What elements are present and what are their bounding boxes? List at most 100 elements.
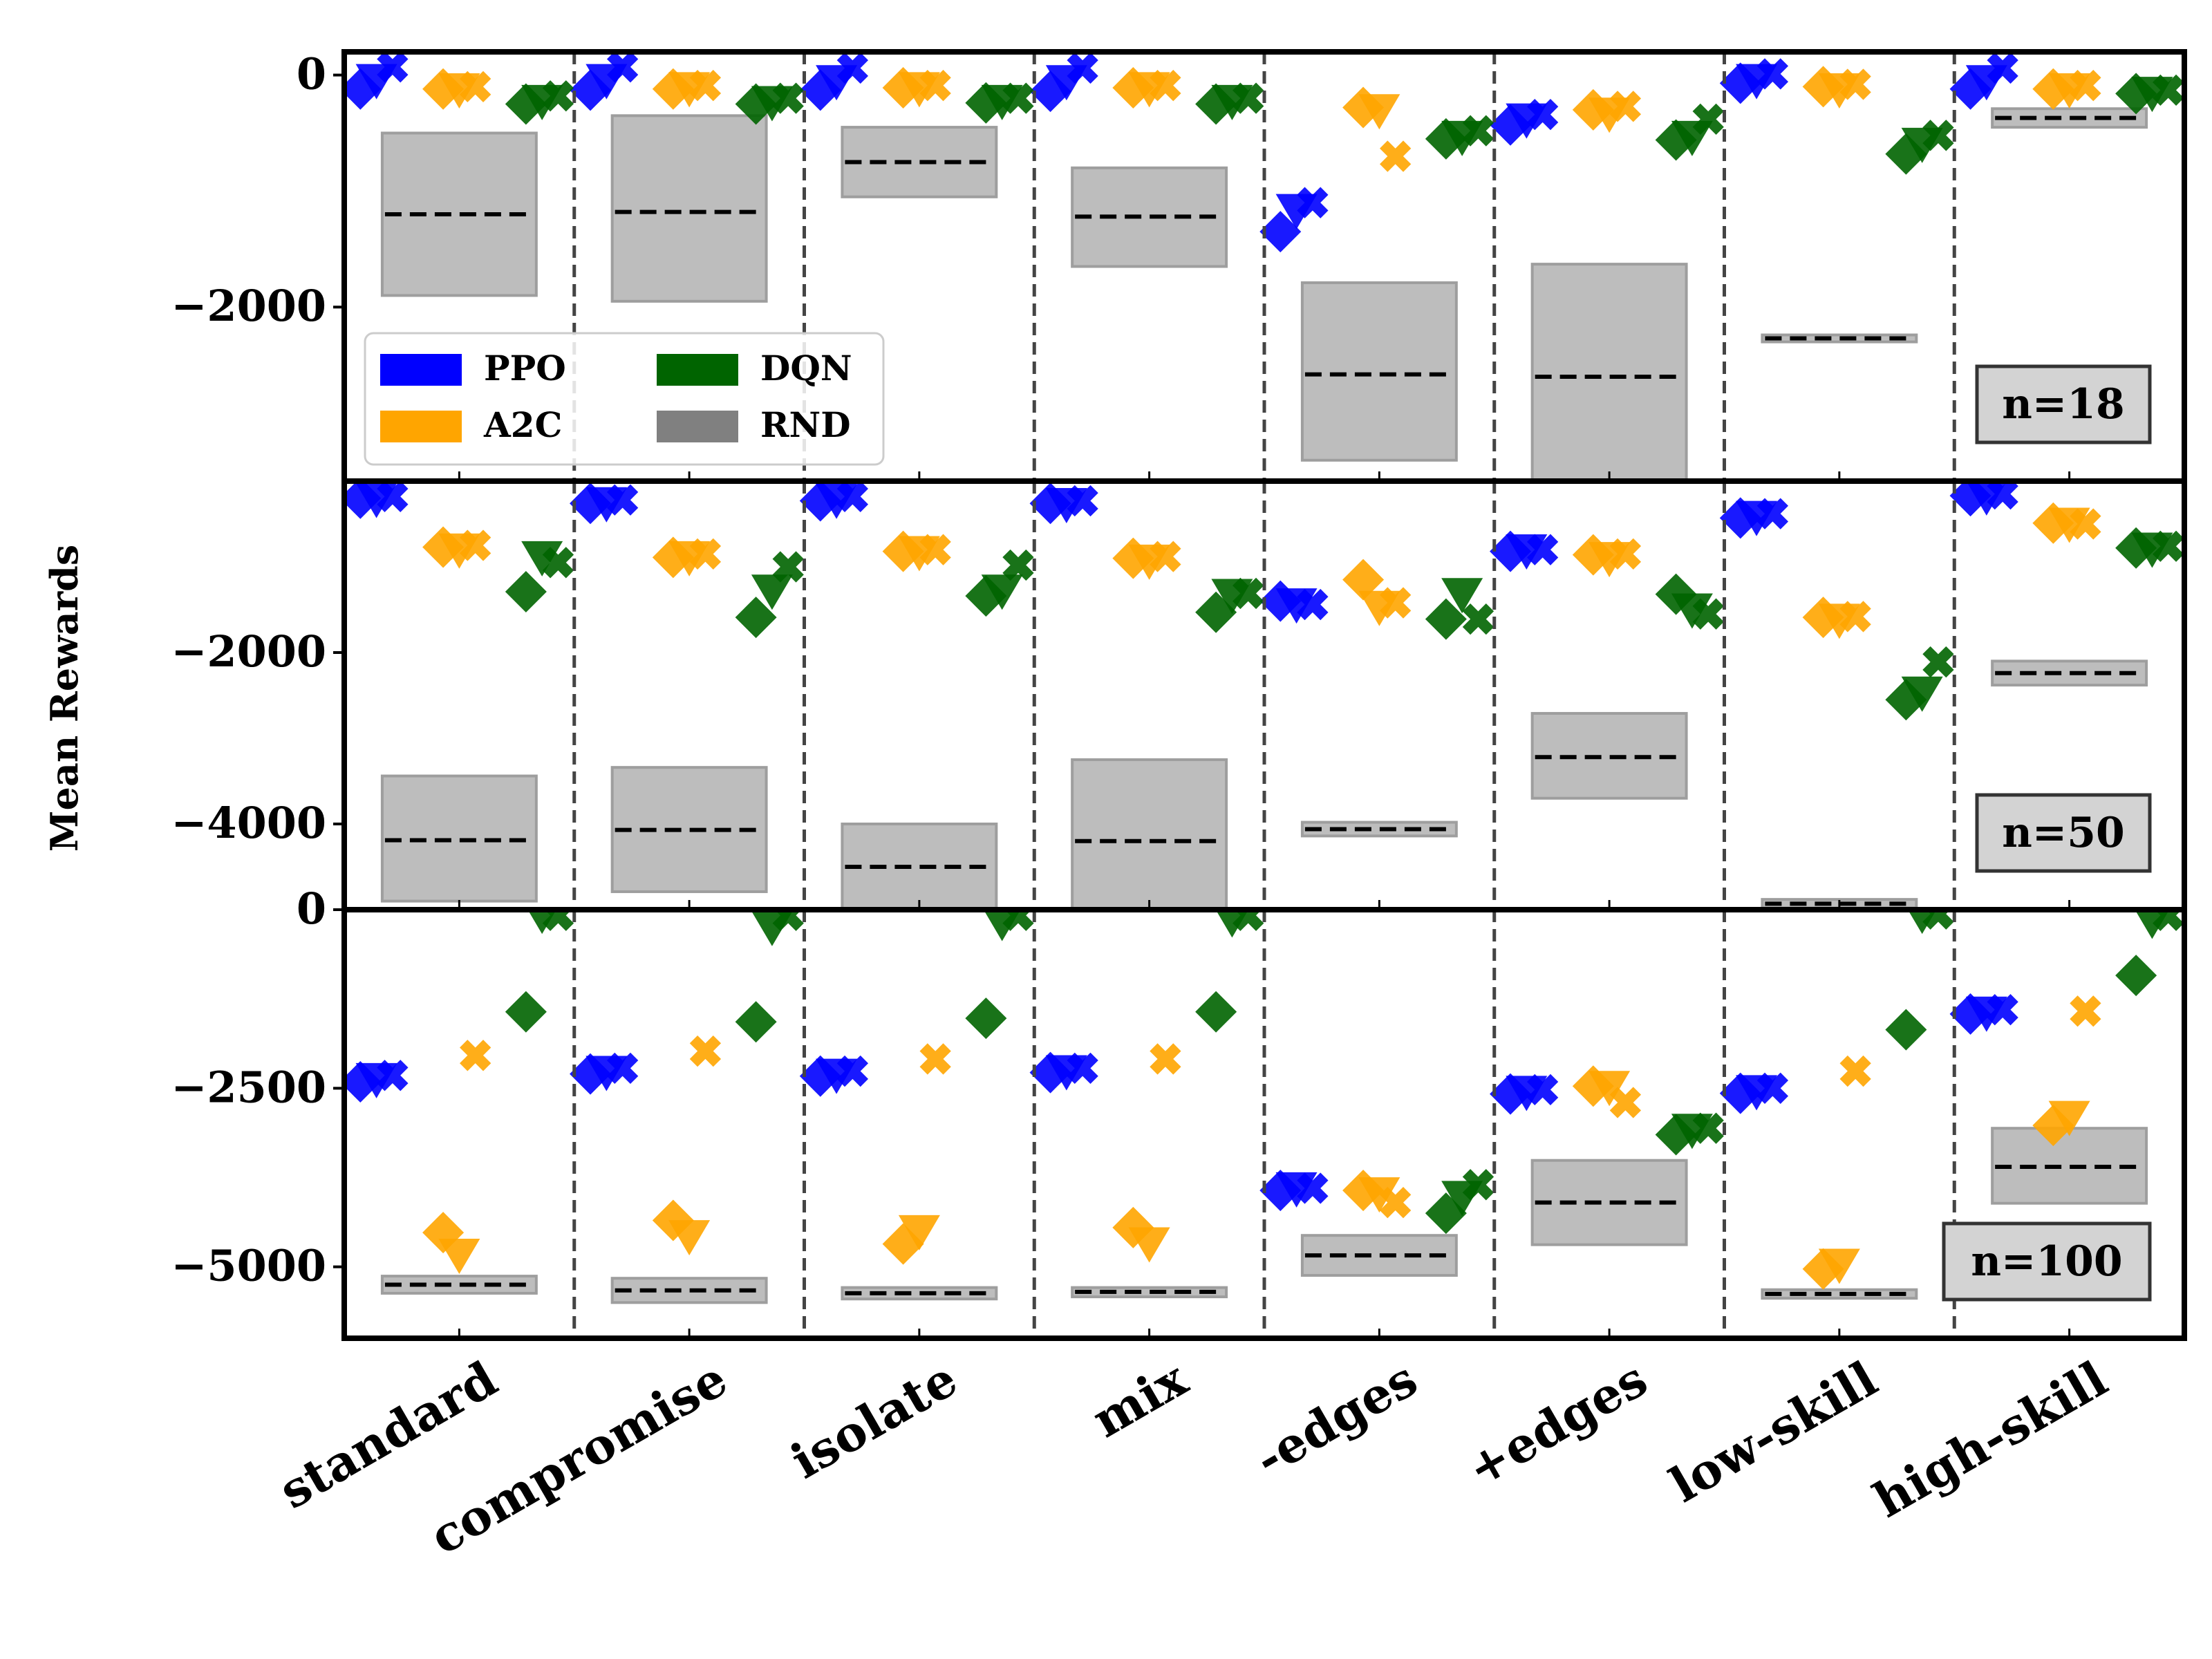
marker-a2c-x-shape	[1839, 1055, 1871, 1087]
marker-a2c-x-shape	[1609, 1087, 1642, 1118]
marker-ppo-x	[836, 52, 869, 84]
marker-ppo-x	[1526, 1074, 1559, 1106]
marker-a2c-x-shape	[919, 534, 951, 565]
marker-ppo-x-shape	[1526, 534, 1559, 565]
marker-ppo-x-shape	[1526, 98, 1559, 131]
marker-a2c-x-shape	[460, 529, 491, 561]
marker-dqn-x	[1692, 103, 1724, 135]
legend-label-dqn: DQN	[760, 348, 852, 388]
rnd-band	[841, 1286, 998, 1301]
marker-ppo-x	[836, 1055, 869, 1087]
marker-dqn-diamond-shape	[735, 597, 777, 639]
marker-ppo-x-shape	[1987, 52, 2018, 84]
legend-label-a2c: A2C	[483, 404, 562, 445]
legend: PPO A2C DQN RND	[364, 332, 885, 466]
marker-ppo-x-shape	[1297, 588, 1329, 621]
panel-plot-area	[344, 481, 2184, 910]
marker-a2c-x-shape	[460, 71, 491, 103]
marker-ppo-x	[606, 1052, 639, 1085]
marker-ppo-x	[1526, 534, 1559, 565]
marker-dqn-diamond	[1425, 598, 1467, 640]
marker-a2c-diamond-shape	[652, 68, 694, 110]
marker-dqn-x	[1232, 82, 1264, 114]
marker-ppo-x-shape	[836, 481, 869, 512]
marker-dqn-x	[1692, 598, 1724, 630]
y-tick-label: −4000	[171, 798, 326, 848]
panel-plot-area	[344, 52, 2184, 481]
marker-dqn-diamond	[1885, 1009, 1927, 1051]
marker-dqn-triangle-down	[1901, 676, 1943, 712]
rnd-band	[1300, 821, 1458, 838]
marker-a2c-diamond-shape	[2032, 68, 2074, 110]
marker-a2c-x-shape	[1380, 1187, 1412, 1219]
marker-dqn-x-shape	[1922, 646, 1954, 678]
marker-ppo-x-shape	[1067, 485, 1098, 517]
marker-ppo-x	[606, 52, 639, 83]
marker-a2c-x-shape	[1150, 70, 1181, 102]
marker-dqn-x	[1922, 910, 1954, 930]
marker-a2c-x-shape	[1609, 91, 1642, 122]
marker-dqn-x	[2153, 74, 2184, 106]
marker-dqn-x	[1002, 549, 1034, 581]
marker-ppo-x	[1987, 481, 2018, 510]
marker-a2c-diamond	[1342, 559, 1385, 601]
marker-a2c-triangle-down	[898, 1215, 940, 1250]
marker-dqn-x-shape	[1922, 910, 1954, 930]
marker-ppo-x	[1987, 52, 2018, 84]
marker-dqn-diamond-shape	[1195, 991, 1237, 1033]
marker-ppo-x	[1987, 994, 2018, 1026]
marker-ppo-x-shape	[1756, 1072, 1789, 1104]
marker-dqn-x	[772, 910, 804, 931]
marker-dqn-x-shape	[1002, 910, 1034, 931]
marker-ppo-x	[1756, 498, 1789, 529]
marker-a2c-x-shape	[1839, 601, 1871, 632]
marker-a2c-triangle-down-shape	[898, 1215, 940, 1250]
marker-dqn-triangle-down-shape	[751, 574, 793, 610]
rnd-band	[1300, 1234, 1458, 1277]
marker-dqn-diamond-shape	[505, 570, 547, 612]
marker-dqn-x	[1002, 82, 1034, 114]
marker-dqn-diamond-shape	[2115, 955, 2157, 997]
marker-dqn-x-shape	[542, 80, 574, 112]
marker-a2c-x	[1380, 140, 1412, 172]
y-tick-label: −2000	[171, 626, 326, 677]
marker-ppo-x-shape	[1297, 1172, 1329, 1204]
marker-a2c-x-shape	[919, 1043, 951, 1075]
marker-dqn-x-shape	[542, 910, 574, 931]
marker-a2c-triangle-down	[1358, 94, 1400, 130]
marker-ppo-diamond-shape	[344, 1061, 382, 1103]
marker-ppo-x-shape	[606, 1052, 639, 1085]
marker-dqn-triangle-down	[751, 574, 793, 610]
marker-a2c-x	[460, 71, 491, 103]
marker-a2c-x-shape	[460, 1040, 491, 1071]
marker-a2c-triangle-down	[668, 1220, 711, 1256]
marker-dqn-x-shape	[1692, 598, 1724, 630]
marker-ppo-x	[1067, 1052, 1098, 1085]
marker-a2c-triangle-down	[2048, 1100, 2090, 1136]
marker-a2c-x	[1150, 541, 1181, 572]
rnd-band	[380, 1275, 538, 1295]
marker-a2c-x	[460, 529, 491, 561]
panel-n-box	[1975, 364, 2152, 444]
marker-dqn-x	[1462, 115, 1494, 147]
rnd-band	[1071, 758, 1228, 910]
marker-ppo-x	[377, 1060, 409, 1091]
marker-a2c-triangle-down	[438, 1239, 480, 1275]
y-tick-label: −2000	[171, 281, 326, 331]
legend-swatch-a2c	[380, 411, 462, 442]
marker-dqn-x	[542, 547, 574, 579]
marker-dqn-x-shape	[1462, 1169, 1494, 1201]
marker-a2c-x	[2070, 995, 2101, 1027]
marker-ppo-x	[1756, 58, 1789, 90]
marker-a2c-x	[689, 538, 722, 570]
marker-dqn-x	[1232, 577, 1264, 610]
marker-a2c-triangle-down	[1358, 1177, 1400, 1213]
marker-dqn-x-shape	[772, 82, 804, 114]
marker-dqn-diamond	[735, 1001, 777, 1043]
marker-dqn-triangle-down-shape	[527, 910, 556, 935]
marker-dqn-x	[1462, 603, 1494, 635]
marker-a2c-x	[1150, 70, 1181, 102]
marker-ppo-x	[1756, 1072, 1789, 1104]
marker-ppo-x-shape	[377, 52, 409, 83]
panel-n-label: n=18	[2002, 380, 2124, 429]
